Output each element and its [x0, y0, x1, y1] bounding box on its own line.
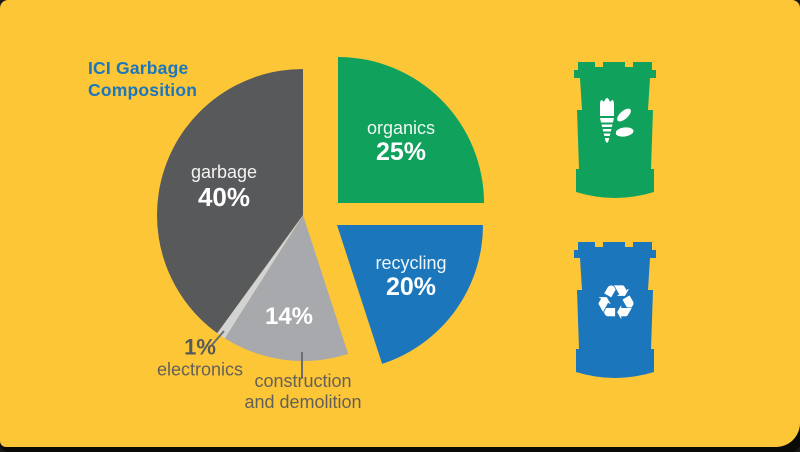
- recycle-symbol-icon: ♻: [594, 275, 638, 331]
- blue-bin-body: [574, 242, 656, 378]
- recycling-bin-icon: [574, 242, 656, 378]
- recycling-name: recycling: [375, 253, 447, 273]
- pie-slice-recycling: [337, 225, 483, 364]
- organics-name: organics: [366, 118, 436, 138]
- garbage-name: garbage: [190, 162, 258, 182]
- carrot-stripes: [598, 122, 616, 138]
- recycling-percent: 20%: [385, 273, 437, 301]
- bottom-bar: [0, 447, 800, 452]
- chart-title-line1: ICI Garbage: [88, 58, 189, 78]
- pie-slice-organics: [338, 57, 484, 203]
- organics-percent: 25%: [375, 138, 427, 166]
- pie-slice-garbage: [157, 69, 303, 334]
- construction-percent-label: 14%: [265, 304, 313, 330]
- construction-percent: 14%: [264, 303, 314, 330]
- electronics-label: 1% electronics: [156, 334, 244, 381]
- garbage-percent: 40%: [197, 182, 251, 212]
- garbage-slice-label: garbage 40%: [191, 162, 257, 212]
- chart-title-line2: Composition: [88, 80, 198, 100]
- organics-slice-label: organics 25%: [367, 118, 435, 166]
- green-bin-body: [574, 62, 656, 198]
- chart-title: ICI Garbage Composition: [88, 57, 197, 101]
- construction-name-line2: and demolition: [244, 392, 362, 412]
- construction-name-line1: construction: [254, 371, 352, 391]
- leader-line: [210, 330, 225, 347]
- electronics-percent: 1%: [184, 334, 216, 360]
- construction-label: construction and demolition: [244, 371, 361, 413]
- recycling-slice-label: recycling 20%: [375, 253, 446, 301]
- electronics-name: electronics: [156, 359, 244, 380]
- pie-slice-electronics: [217, 215, 303, 339]
- organics-bin-icon: [574, 62, 656, 198]
- pie-slice-construction-and-demolition: [224, 215, 349, 362]
